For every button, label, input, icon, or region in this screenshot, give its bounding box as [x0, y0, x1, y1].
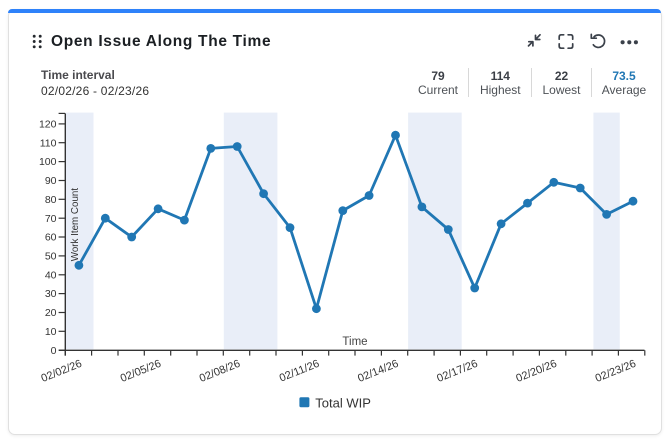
svg-text:02/08/26: 02/08/26 [198, 358, 242, 385]
svg-text:02/05/26: 02/05/26 [119, 358, 163, 385]
svg-text:02/23/26: 02/23/26 [594, 358, 638, 385]
svg-text:80: 80 [45, 194, 57, 206]
svg-text:02/20/26: 02/20/26 [514, 358, 558, 385]
svg-text:02/02/26: 02/02/26 [40, 358, 84, 385]
svg-text:Work Item Count: Work Item Count [70, 188, 81, 262]
svg-text:02/17/26: 02/17/26 [435, 358, 479, 385]
svg-text:100: 100 [39, 156, 57, 168]
svg-text:Total WIP: Total WIP [315, 395, 371, 410]
svg-text:90: 90 [45, 175, 57, 187]
svg-text:Time: Time [342, 336, 367, 348]
svg-text:120: 120 [39, 119, 57, 131]
svg-text:10: 10 [45, 326, 57, 338]
svg-text:02/11/26: 02/11/26 [278, 358, 321, 385]
svg-text:30: 30 [45, 288, 57, 300]
svg-text:20: 20 [45, 307, 57, 319]
svg-text:70: 70 [45, 213, 57, 225]
svg-text:50: 50 [45, 251, 57, 263]
svg-text:60: 60 [45, 232, 57, 244]
svg-text:40: 40 [45, 269, 57, 281]
svg-text:02/14/26: 02/14/26 [356, 358, 400, 385]
svg-text:0: 0 [51, 345, 57, 357]
svg-text:110: 110 [40, 137, 57, 149]
